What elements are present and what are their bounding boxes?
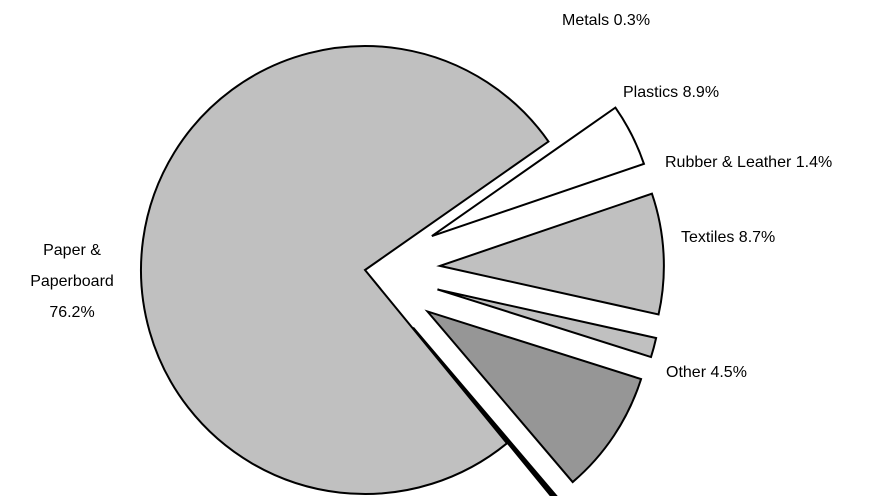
- pie-slice-rubber-and-leather: [437, 288, 658, 359]
- slice-label-plastics: Plastics 8.9%: [623, 84, 719, 101]
- slice-label-paper-and-paperboard: Paper & Paperboard 76.2%: [30, 242, 114, 321]
- slice-label-metals: Metals 0.3%: [562, 12, 650, 29]
- slice-label-other: Other 4.5%: [666, 364, 747, 381]
- pie-labels: Paper & Paperboard 76.2% Metals 0.3% Plastic…: [30, 12, 832, 381]
- slice-label-textiles: Textiles 8.7%: [681, 229, 775, 246]
- pie-slice-paper-and-paperboard: [140, 45, 550, 495]
- pie-slices: [140, 45, 665, 496]
- slice-label-rubber-and-leather: Rubber & Leather 1.4%: [665, 154, 832, 171]
- pie-slice-plastics: [424, 309, 643, 484]
- pie-slice-other: [431, 106, 646, 238]
- pie-slice-metals: [412, 326, 558, 496]
- pie-slice-textiles: [436, 192, 665, 316]
